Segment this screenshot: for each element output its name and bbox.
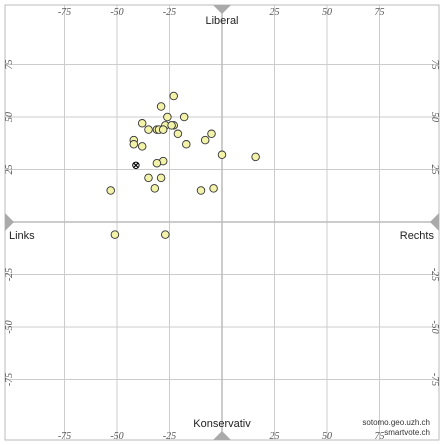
marker-left (5, 213, 14, 231)
data-point (137, 142, 147, 151)
tick-label-y-right: 75 (429, 60, 440, 70)
tick-label-y-left: -25 (4, 268, 15, 281)
tick-label-x-top: -25 (163, 7, 176, 18)
data-point (150, 184, 160, 193)
highlight-cross-b (133, 162, 139, 168)
own-position-marker (132, 161, 140, 170)
data-point (152, 158, 162, 168)
tick-label-y-right: 50 (429, 112, 440, 122)
tick-label-y-right: 25 (429, 165, 440, 175)
data-point (251, 152, 260, 162)
marker-bottom (213, 431, 231, 440)
data-point (179, 112, 189, 122)
tick-label-x-bottom: -25 (163, 431, 176, 442)
data-point (110, 230, 120, 239)
data-point (196, 186, 206, 195)
data-point (163, 112, 172, 122)
data-point (173, 129, 183, 139)
tick-label-y-right: -75 (429, 373, 440, 386)
data-point (200, 135, 210, 145)
data-point (161, 230, 170, 239)
marker-top (213, 5, 231, 14)
data-point (144, 125, 153, 134)
data-points (106, 91, 260, 239)
axis-title-top: Liberal (205, 15, 238, 27)
data-point (156, 102, 166, 111)
tick-label-x-top: 25 (270, 7, 280, 18)
tick-label-y-right: -50 (429, 320, 440, 333)
tick-label-x-top: 50 (322, 7, 332, 18)
data-point (209, 184, 218, 193)
credit-line-1: sotomo.geo.uzh.ch (362, 418, 430, 427)
data-point (129, 140, 139, 149)
tick-label-x-top: 75 (375, 7, 385, 18)
center-axes (5, 5, 439, 440)
data-point (169, 91, 178, 101)
data-point (167, 121, 176, 130)
tick-label-y-left: -50 (4, 320, 15, 333)
data-point (137, 119, 147, 128)
tick-label-x-bottom: 50 (322, 431, 332, 442)
data-point (156, 173, 166, 183)
credit-line-2: smartvote.ch (384, 428, 430, 437)
tick-label-y-right: -25 (429, 268, 440, 281)
data-point (182, 140, 191, 149)
axis-title-bottom: Konservativ (193, 418, 251, 430)
tick-label-x-top: -50 (110, 7, 123, 18)
data-point (158, 125, 168, 134)
tick-label-x-top: -75 (58, 7, 71, 18)
data-point (144, 173, 153, 183)
tick-label-x-bottom: -50 (110, 431, 123, 442)
tick-label-y-left: 75 (4, 60, 15, 70)
data-point (217, 150, 227, 160)
axis-title-left: Links (9, 230, 35, 242)
axis-end-markers (5, 5, 439, 440)
data-point (207, 129, 216, 139)
tick-label-x-bottom: 25 (270, 431, 280, 442)
tick-labels: -75 -75 -50 -50 -25 -25 25 25 50 50 75 75 75 75 50 50 25… (4, 7, 440, 442)
tick-label-x-bottom: -75 (58, 431, 71, 442)
tick-label-y-left: 50 (4, 112, 15, 122)
tick-label-x-bottom: 75 (375, 431, 385, 442)
marker-right (430, 213, 439, 231)
tick-label-y-left: -75 (4, 373, 15, 386)
data-point (106, 186, 115, 195)
tick-label-y-left: 25 (4, 165, 15, 175)
axis-title-right: Rechts (400, 230, 435, 242)
